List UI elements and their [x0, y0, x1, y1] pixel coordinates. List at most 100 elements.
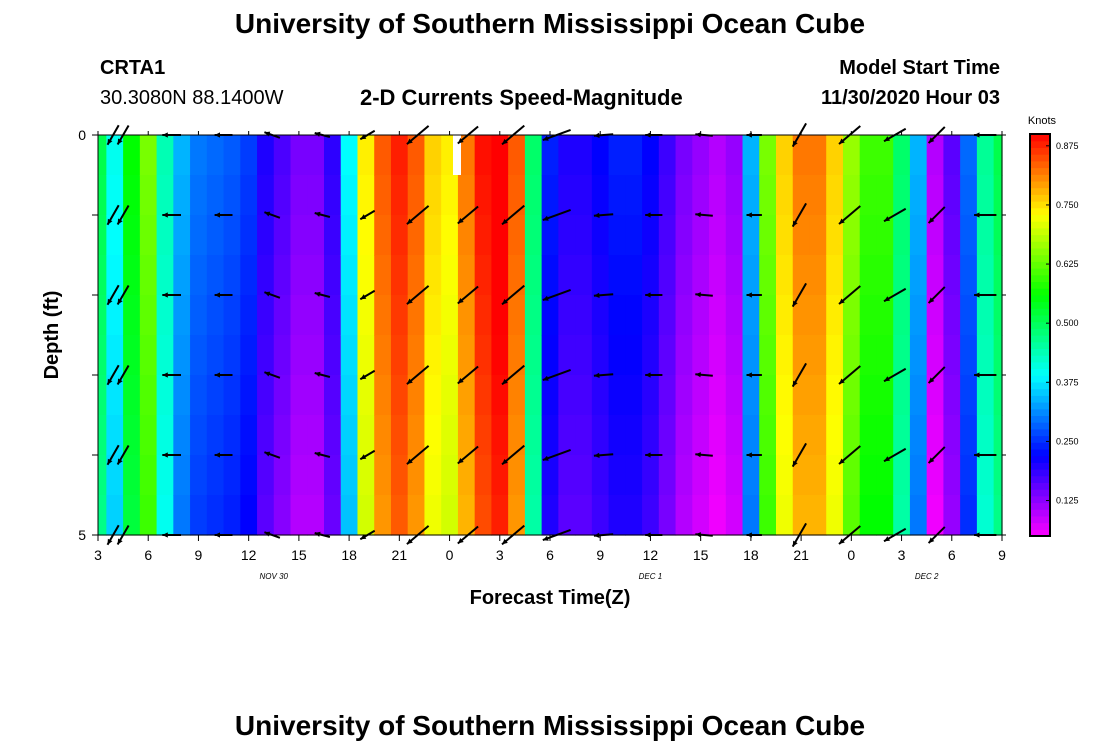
arrow-head [502, 538, 508, 545]
heat-cell [926, 175, 945, 216]
heat-cell [608, 375, 626, 416]
heat-cell [575, 215, 593, 256]
current-arrow [457, 205, 479, 225]
heat-cell [424, 415, 442, 456]
heat-cell [776, 255, 794, 296]
heat-cell [307, 255, 325, 296]
colorbar-segment [1030, 294, 1050, 303]
heat-cell [742, 215, 760, 256]
heat-cell [608, 255, 626, 296]
heat-cell [190, 215, 208, 256]
heat-cell [658, 335, 677, 376]
heat-cell [909, 255, 928, 296]
heat-cell [123, 175, 141, 216]
colorbar-segment [1030, 314, 1050, 323]
heat-cell [926, 375, 945, 416]
x-axis: 3 6 9 12 15 18 21 0 3 6 9 12 15 18 21 0 3 6 9 NOV 30 DEC 1 DE… [94, 131, 1006, 581]
heat-cell [374, 135, 392, 176]
current-arrow [501, 364, 525, 386]
heat-cell [776, 215, 794, 256]
arrow-head [107, 538, 113, 545]
heat-cell [357, 375, 375, 416]
heat-cell [139, 255, 158, 296]
heat-cell [307, 335, 325, 376]
current-arrow [106, 284, 120, 306]
heat-cell [943, 335, 961, 376]
arrow-head [593, 452, 600, 458]
current-arrow [695, 452, 713, 458]
arrow-head [695, 372, 701, 378]
colorbar-tick-label: 0.125 [1056, 496, 1079, 506]
heat-cell [909, 495, 928, 536]
heat-cell [893, 415, 911, 456]
current-arrow [838, 365, 861, 385]
arrow-head [884, 376, 890, 382]
heat-cell [642, 215, 660, 256]
heat-cell [307, 375, 325, 416]
heat-cell [692, 495, 710, 536]
heat-cell [474, 375, 493, 416]
heat-cell [658, 415, 677, 456]
heat-cell [139, 295, 158, 336]
heat-cell [608, 455, 626, 496]
heat-cell [457, 455, 476, 496]
heat-cell [290, 135, 308, 176]
heat-cell [725, 135, 744, 176]
current-arrow [106, 204, 120, 226]
heat-cell [273, 215, 292, 256]
heat-cell [374, 295, 392, 336]
heat-cell [926, 215, 945, 256]
colorbar-tick-label: 0.625 [1056, 259, 1079, 269]
heat-cell [441, 255, 459, 296]
current-arrow [359, 449, 376, 461]
current-arrow [883, 447, 907, 463]
heat-cell [156, 415, 174, 456]
heat-cell [139, 375, 158, 416]
heat-cell [491, 215, 509, 256]
colorbar-segment [1030, 502, 1050, 510]
heat-cell [240, 255, 258, 296]
arrow-head [542, 215, 549, 221]
heat-cell [692, 175, 710, 216]
arrow-head [214, 212, 220, 218]
colorbar-segment [1030, 469, 1050, 477]
heat-cell [524, 215, 543, 256]
heat-cell [273, 375, 292, 416]
current-arrow [116, 204, 130, 226]
heat-cell [223, 135, 241, 176]
heat-cell [658, 495, 677, 536]
heat-cell [692, 255, 710, 296]
heat-cell [290, 215, 308, 256]
current-arrow [264, 211, 281, 219]
heat-cell [508, 135, 526, 176]
heat-cell [324, 175, 342, 216]
heat-cell [909, 175, 928, 216]
heat-cell [675, 135, 693, 176]
heat-cell [976, 175, 995, 216]
heat-cell [993, 495, 1003, 536]
arrow-head [839, 458, 845, 464]
heat-cell [759, 375, 777, 416]
heat-cell [223, 415, 241, 456]
heat-cell [591, 255, 610, 296]
colorbar-segment [1030, 515, 1050, 524]
heat-cell [675, 415, 693, 456]
colorbar-segment [1030, 241, 1050, 249]
current-arrow [264, 451, 281, 459]
heat-cell [123, 495, 141, 536]
heat-cell [190, 335, 208, 376]
y-axis-title: Depth (ft) [41, 291, 63, 380]
heat-cell [139, 335, 158, 376]
arrow-head [214, 372, 220, 378]
arrow-head [406, 538, 413, 545]
heat-cell [257, 215, 275, 256]
heat-cell [474, 255, 493, 296]
heat-cell [139, 215, 158, 256]
heat-cell [273, 455, 292, 496]
heat-cell [792, 375, 811, 416]
heat-cell [206, 295, 225, 336]
current-arrow [927, 366, 946, 384]
current-arrow [214, 372, 233, 378]
heat-cell [709, 455, 727, 496]
heat-cell [307, 455, 325, 496]
